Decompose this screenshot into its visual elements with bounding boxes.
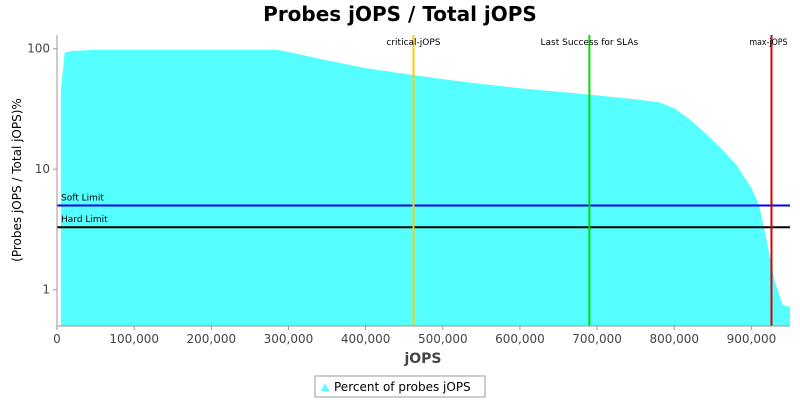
- marker-label-2: max-jOPS: [749, 38, 787, 48]
- x-tick-label-1: 100,000: [109, 332, 159, 346]
- y-ticks: 1 10 100: [27, 42, 57, 297]
- series-area-layer: [60, 49, 790, 327]
- legend-box: [314, 375, 486, 398]
- x-tick-label-3: 300,000: [264, 332, 314, 346]
- y-tick-label-2: 100: [27, 42, 50, 56]
- marker-lines: critical-jOPS Last Success for SLAs max-jO…: [386, 35, 788, 326]
- x-tick-label-2: 200,000: [187, 332, 237, 346]
- y-tick-label-0: 1: [42, 283, 50, 297]
- x-tick-label-4: 400,000: [341, 332, 391, 346]
- series-area-0: [60, 49, 790, 327]
- y-tick-label-1: 10: [35, 162, 50, 176]
- x-tick-label-8: 800,000: [649, 332, 699, 346]
- x-axis-title: jOPS: [403, 351, 441, 367]
- limit-lines: Soft Limit Hard Limit: [57, 194, 790, 229]
- legend-label: Percent of probes jOPS: [334, 380, 471, 394]
- limit-label-1: Hard Limit: [61, 215, 108, 225]
- x-tick-label-0: 0: [53, 332, 61, 346]
- limit-label-0: Soft Limit: [61, 194, 104, 204]
- x-tick-label-7: 700,000: [572, 332, 622, 346]
- marker-label-0: critical-jOPS: [386, 38, 440, 48]
- legend-swatch-icon: [321, 383, 329, 391]
- legend: Percent of probes jOPS: [314, 375, 486, 398]
- marker-label-1: Last Success for SLAs: [541, 38, 639, 48]
- y-axis-title: (Probes jOPS / Total jOPS)%: [10, 98, 24, 262]
- x-tick-label-6: 600,000: [495, 332, 545, 346]
- x-ticks: 0 100,000 200,000 300,000 400,000 500,000 600,…: [53, 326, 776, 346]
- x-tick-label-5: 500,000: [418, 332, 468, 346]
- x-tick-label-9: 900,000: [727, 332, 777, 346]
- chart-title: Probes jOPS / Total jOPS: [263, 2, 537, 26]
